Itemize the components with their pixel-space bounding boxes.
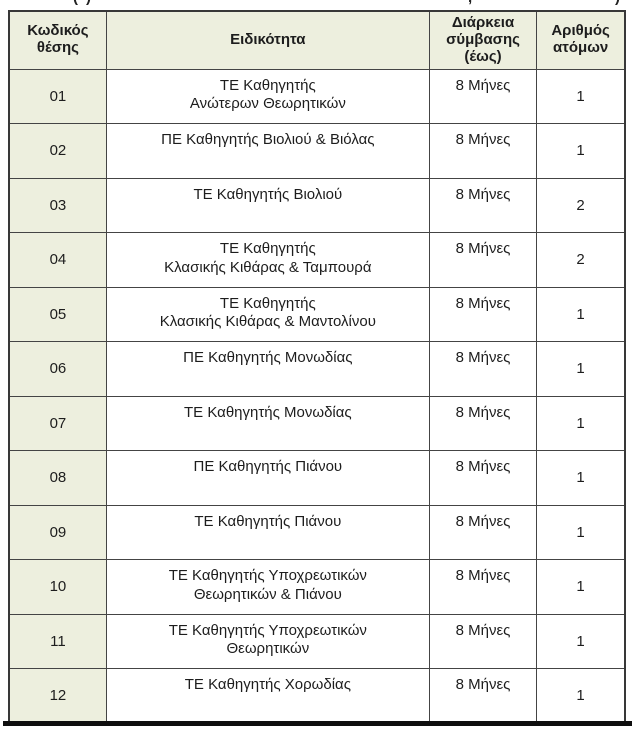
table-row: 02 ΠΕ Καθηγητής Βιολιού & Βιόλας 8 Μήνες… <box>8 123 626 179</box>
duration-cell: 8 Μήνες <box>428 177 538 233</box>
header-specialty: Ειδικότητα <box>105 10 430 70</box>
table-row: 12 ΤΕ Καθηγητής Χορωδίας 8 Μήνες 1 <box>8 668 626 724</box>
duration-cell: 8 Μήνες <box>428 341 538 397</box>
code-cell: 09 <box>8 504 107 560</box>
count-cell: 1 <box>536 559 626 615</box>
header-duration: Διάρκεια σύμβασης (έως) <box>428 10 538 70</box>
duration-cell: 8 Μήνες <box>428 559 538 615</box>
duration-cell: 8 Μήνες <box>428 395 538 451</box>
count-cell: 1 <box>536 504 626 560</box>
code-cell: 07 <box>8 395 107 451</box>
header-row: Κωδικός θέσης Ειδικότητα Διάρκεια σύμβασ… <box>8 10 626 70</box>
count-cell: 1 <box>536 395 626 451</box>
duration-cell: 8 Μήνες <box>428 286 538 342</box>
duration-cell: 8 Μήνες <box>428 668 538 724</box>
specialty-cell: ΤΕ Καθηγητής Υποχρεωτικών Θεωρητικών & Π… <box>105 559 430 615</box>
table-row: 05 ΤΕ Καθηγητής Κλασικής Κιθάρας & Μαντο… <box>8 286 626 342</box>
table-row: 01 ΤΕ Καθηγητής Ανώτερων Θεωρητικών 8 Μή… <box>8 68 626 124</box>
table-row: 06 ΠΕ Καθηγητής Μονωδίας 8 Μήνες 1 <box>8 341 626 397</box>
duration-cell: 8 Μήνες <box>428 613 538 669</box>
cropped-glyph: ) <box>86 0 91 6</box>
specialty-cell: ΤΕ Καθηγητής Πιάνου <box>105 504 430 560</box>
header-count: Αριθμός ατόμων <box>536 10 626 70</box>
specialty-cell: ΤΕ Καθηγητής Χορωδίας <box>105 668 430 724</box>
count-cell: 1 <box>536 286 626 342</box>
code-cell: 01 <box>8 68 107 124</box>
count-cell: 1 <box>536 68 626 124</box>
duration-cell: 8 Μήνες <box>428 450 538 506</box>
thick-bottom-rule <box>3 721 632 726</box>
code-cell: 04 <box>8 232 107 288</box>
cropped-glyph: ( <box>73 0 78 6</box>
table-row: 03 ΤΕ Καθηγητής Βιολιού 8 Μήνες 2 <box>8 177 626 233</box>
table-row: 07 ΤΕ Καθηγητής Μονωδίας 8 Μήνες 1 <box>8 395 626 451</box>
duration-cell: 8 Μήνες <box>428 68 538 124</box>
count-cell: 2 <box>536 177 626 233</box>
specialty-cell: ΤΕ Καθηγητής Κλασικής Κιθάρας & Ταμπουρά <box>105 232 430 288</box>
table-row: 04 ΤΕ Καθηγητής Κλασικής Κιθάρας & Ταμπο… <box>8 232 626 288</box>
code-cell: 06 <box>8 341 107 397</box>
table-row: 10 ΤΕ Καθηγητής Υποχρεωτικών Θεωρητικών … <box>8 559 626 615</box>
code-cell: 12 <box>8 668 107 724</box>
specialty-cell: ΤΕ Καθηγητής Μονωδίας <box>105 395 430 451</box>
specialty-cell: ΠΕ Καθηγητής Μονωδίας <box>105 341 430 397</box>
code-cell: 05 <box>8 286 107 342</box>
count-cell: 1 <box>536 450 626 506</box>
specialty-cell: ΤΕ Καθηγητής Κλασικής Κιθάρας & Μαντολίν… <box>105 286 430 342</box>
code-cell: 08 <box>8 450 107 506</box>
code-cell: 10 <box>8 559 107 615</box>
code-cell: 02 <box>8 123 107 179</box>
count-cell: 1 <box>536 341 626 397</box>
specialty-cell: ΤΕ Καθηγητής Βιολιού <box>105 177 430 233</box>
count-cell: 1 <box>536 613 626 669</box>
count-cell: 1 <box>536 123 626 179</box>
cropped-glyph: , <box>468 0 472 6</box>
specialty-cell: ΠΕ Καθηγητής Πιάνου <box>105 450 430 506</box>
specialty-cell: ΠΕ Καθηγητής Βιολιού & Βιόλας <box>105 123 430 179</box>
code-cell: 03 <box>8 177 107 233</box>
count-cell: 2 <box>536 232 626 288</box>
table-row: 11 ΤΕ Καθηγητής Υποχρεωτικών Θεωρητικών … <box>8 613 626 669</box>
cropped-glyph: ) <box>615 0 620 6</box>
table-row: 09 ΤΕ Καθηγητής Πιάνου 8 Μήνες 1 <box>8 504 626 560</box>
code-cell: 11 <box>8 613 107 669</box>
count-cell: 1 <box>536 668 626 724</box>
duration-cell: 8 Μήνες <box>428 123 538 179</box>
duration-cell: 8 Μήνες <box>428 232 538 288</box>
header-code: Κωδικός θέσης <box>8 10 107 70</box>
positions-table: Κωδικός θέσης Ειδικότητα Διάρκεια σύμβασ… <box>8 10 626 724</box>
table-row: 08 ΠΕ Καθηγητής Πιάνου 8 Μήνες 1 <box>8 450 626 506</box>
specialty-cell: ΤΕ Καθηγητής Ανώτερων Θεωρητικών <box>105 68 430 124</box>
specialty-cell: ΤΕ Καθηγητής Υποχρεωτικών Θεωρητικών <box>105 613 430 669</box>
duration-cell: 8 Μήνες <box>428 504 538 560</box>
cropped-text-fragments: ( ) , ) <box>0 0 632 7</box>
